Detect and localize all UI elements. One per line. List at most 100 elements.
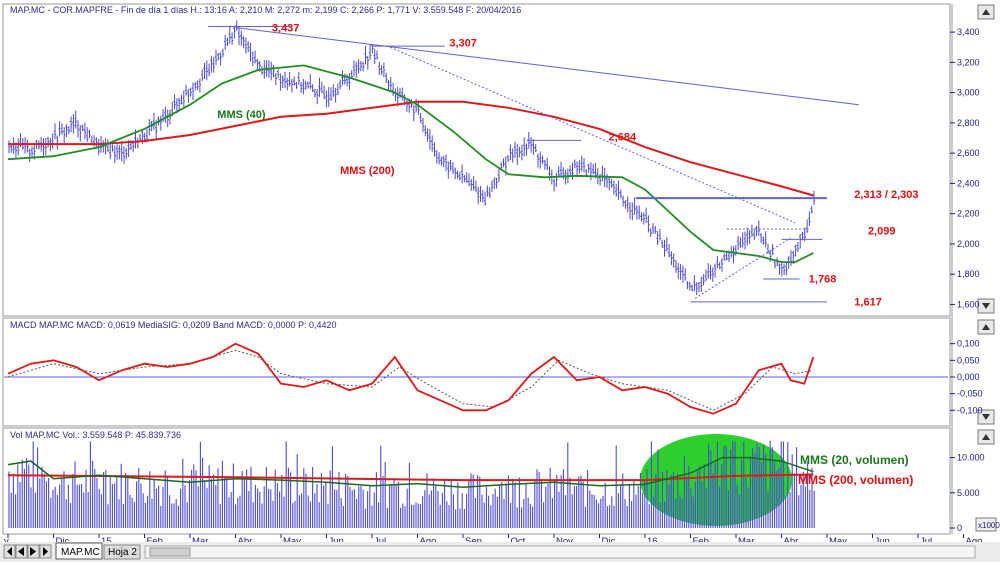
price-bar [431,135,434,152]
price-bar [557,166,560,177]
tab-map-mc-label: MAP.MC [61,547,100,558]
macd-y-tick: 0,050 [957,355,980,365]
macd-scroll-up-button[interactable] [977,319,995,335]
x-tick-label: v [4,536,9,547]
price-bar [88,129,91,138]
tab-hoja-2[interactable]: Hoja 2 [103,544,141,560]
price-bar [283,71,287,89]
price-bar [205,60,208,81]
trendline [235,27,859,106]
price-bar [433,142,436,157]
trendline [390,46,796,224]
price-bar [509,144,512,161]
price-bar [500,162,503,170]
nav-last-button[interactable] [39,544,52,559]
price-y-tick: 1,800 [957,269,980,279]
price-bar [421,117,425,133]
price-bar [520,144,524,161]
price-bar [667,244,671,258]
price-bar [513,141,517,158]
price-bar [743,231,747,250]
price-bar [661,239,664,248]
price-bar [196,80,199,91]
price-bar [281,75,284,89]
price-bar [490,180,494,193]
price-bar [113,145,116,164]
price-bar [371,44,374,54]
price-bar [122,146,126,164]
price-bar [58,121,61,137]
price-bar [635,205,639,220]
price-bar [217,52,220,61]
scroll-thumb[interactable] [149,547,191,557]
price-bar [207,63,211,77]
price-bar [693,275,696,292]
nav-prev-button[interactable] [15,544,28,559]
price-annotation: 2,099 [868,225,896,237]
price-bar [755,226,758,237]
price-bar [322,85,326,100]
price-bar [465,172,468,184]
price-bar [541,155,544,165]
volume-y-tick: 5.000 [957,488,980,498]
price-bar [304,80,307,91]
price-bar [665,237,668,252]
price-bar [212,57,215,73]
x-tick-label: Ago [420,536,437,547]
price-bar [656,231,659,245]
price-bar [28,148,31,162]
price-bar [214,49,218,66]
bottom-tab-bar: MAP.MC Hoja 2 [0,542,1000,562]
price-bar [592,163,595,175]
macd-y-tick: -0,100 [957,405,983,415]
price-bar [325,90,328,108]
price-bar [138,133,142,142]
price-bar [219,52,222,66]
horizontal-scrollbar[interactable] [144,545,976,559]
vol-mms200-label: MMS (200, volumen) [798,473,913,487]
volume-scroll-up-button[interactable] [977,429,995,445]
nav-next-button[interactable] [27,544,40,559]
price-bar [288,72,291,87]
price-bar [516,144,519,165]
price-bar [115,144,119,160]
price-bar [65,124,68,138]
macd-scroll-down-button[interactable] [977,409,995,425]
price-bar [428,128,432,150]
price-y-tick: 2,800 [957,118,980,128]
price-scroll-down-button[interactable] [977,298,995,314]
x-tick-label: Dic [602,536,616,547]
price-bar [690,284,694,292]
price-bar [681,265,685,284]
price-bar [178,97,181,112]
price-bar [458,171,461,181]
price-bar [226,37,229,47]
price-bar [387,79,390,91]
price-bar [437,152,441,165]
tab-map-mc[interactable]: MAP.MC [55,542,103,560]
price-bar [502,158,505,168]
price-bar [651,223,655,235]
price-bar [640,212,643,222]
x-tick-label: Abr [784,536,799,547]
price-bar [481,190,484,203]
price-bar [224,35,227,50]
price-bar [718,261,721,270]
price-bar [700,276,703,292]
price-bar [276,69,280,79]
price-bar [552,178,556,192]
price-bar [764,231,767,248]
price-bar [810,205,813,214]
price-bar [474,180,478,193]
price-bar [362,61,365,72]
price-annotation: MMS (40) [217,109,266,121]
price-bar [612,180,616,195]
nav-first-button[interactable] [3,544,16,559]
volume-scale-button[interactable]: x1000 [975,517,1000,532]
price-bar [120,140,123,162]
price-bar [173,94,176,110]
price-bar [539,151,542,169]
price-scroll-up-button[interactable] [977,4,995,20]
price-bar [306,81,310,89]
price-bar [734,245,737,256]
